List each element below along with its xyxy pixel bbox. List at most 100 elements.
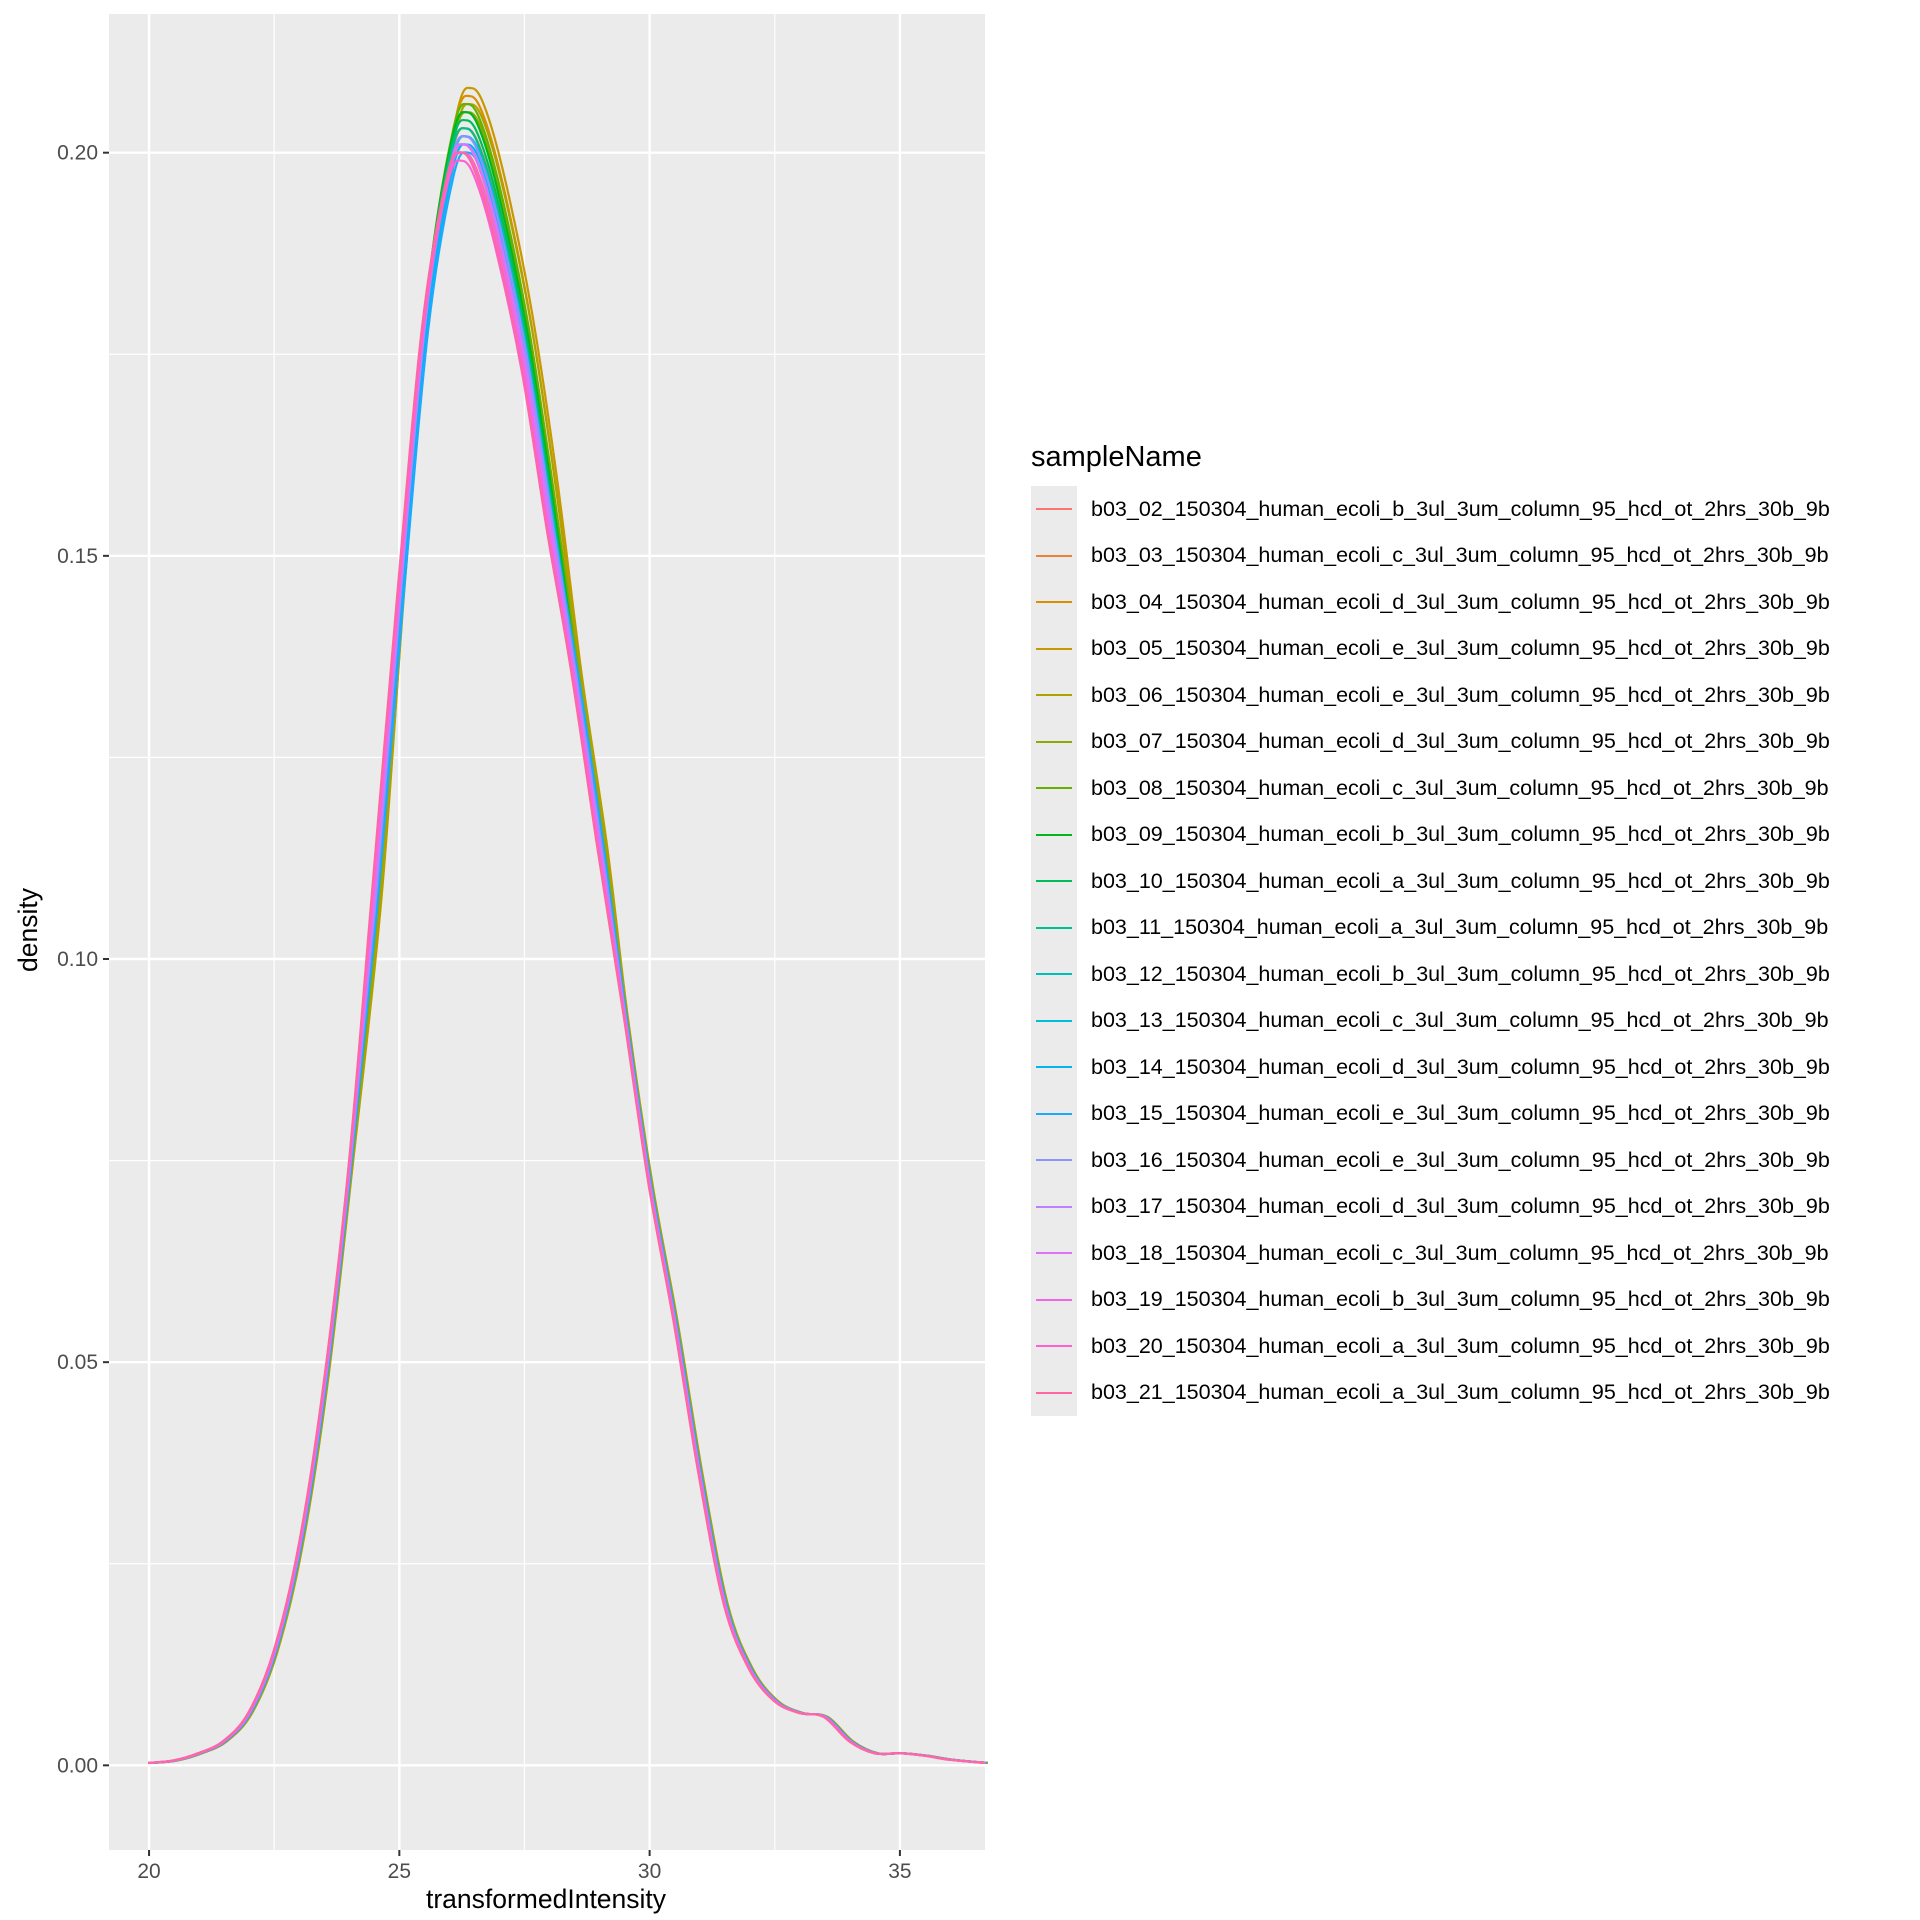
- legend-item: b03_05_150304_human_ecoli_e_3ul_3um_colu…: [1031, 625, 1904, 672]
- legend-key: [1031, 997, 1077, 1044]
- legend-item: b03_12_150304_human_ecoli_b_3ul_3um_colu…: [1031, 951, 1904, 998]
- legend-label: b03_09_150304_human_ecoli_b_3ul_3um_colu…: [1091, 822, 1830, 847]
- legend-key: [1031, 1323, 1077, 1370]
- legend-label: b03_03_150304_human_ecoli_c_3ul_3um_colu…: [1091, 543, 1829, 568]
- legend-label: b03_12_150304_human_ecoli_b_3ul_3um_colu…: [1091, 961, 1830, 986]
- legend-swatch: [1036, 694, 1072, 696]
- legend-label: b03_15_150304_human_ecoli_e_3ul_3um_colu…: [1091, 1101, 1830, 1126]
- legend-swatch: [1036, 1066, 1072, 1068]
- y-tick-label: 0.20: [57, 142, 98, 165]
- legend-swatch: [1036, 1345, 1072, 1347]
- legend-item: b03_02_150304_human_ecoli_b_3ul_3um_colu…: [1031, 486, 1904, 533]
- legend-item: b03_21_150304_human_ecoli_a_3ul_3um_colu…: [1031, 1369, 1904, 1416]
- legend-item: b03_03_150304_human_ecoli_c_3ul_3um_colu…: [1031, 532, 1904, 579]
- legend-swatch: [1036, 647, 1072, 650]
- x-tick-label: 25: [388, 1860, 411, 1883]
- legend-key: [1031, 1369, 1077, 1416]
- legend-label: b03_16_150304_human_ecoli_e_3ul_3um_colu…: [1091, 1147, 1830, 1172]
- legend-key: [1031, 625, 1077, 672]
- legend-swatch: [1036, 1019, 1072, 1022]
- legend-key: [1031, 858, 1077, 905]
- legend-swatch: [1036, 973, 1072, 975]
- legend-label: b03_13_150304_human_ecoli_c_3ul_3um_colu…: [1091, 1008, 1829, 1033]
- legend-swatch: [1036, 508, 1072, 510]
- legend-swatch: [1036, 926, 1072, 929]
- x-axis-ticks: 20 25 30 35: [137, 1850, 912, 1883]
- legend-item: b03_14_150304_human_ecoli_d_3ul_3um_colu…: [1031, 1044, 1904, 1091]
- legend-item: b03_19_150304_human_ecoli_b_3ul_3um_colu…: [1031, 1276, 1904, 1323]
- legend-swatch: [1036, 740, 1072, 743]
- legend-key: [1031, 579, 1077, 626]
- legend-item: b03_04_150304_human_ecoli_d_3ul_3um_colu…: [1031, 579, 1904, 626]
- x-tick-label: 35: [888, 1860, 911, 1883]
- legend-swatch: [1036, 1298, 1072, 1301]
- legend-key: [1031, 1090, 1077, 1137]
- legend-label: b03_08_150304_human_ecoli_c_3ul_3um_colu…: [1091, 775, 1829, 800]
- y-tick-label: 0.15: [57, 545, 98, 568]
- legend-label: b03_18_150304_human_ecoli_c_3ul_3um_colu…: [1091, 1240, 1829, 1265]
- legend-item: b03_11_150304_human_ecoli_a_3ul_3um_colu…: [1031, 904, 1904, 951]
- legend-label: b03_10_150304_human_ecoli_a_3ul_3um_colu…: [1091, 868, 1830, 893]
- legend-key: [1031, 1230, 1077, 1277]
- legend-key: [1031, 1183, 1077, 1230]
- legend-swatch: [1036, 787, 1072, 789]
- legend-key: [1031, 1044, 1077, 1091]
- legend-label: b03_05_150304_human_ecoli_e_3ul_3um_colu…: [1091, 636, 1830, 661]
- legend-label: b03_17_150304_human_ecoli_d_3ul_3um_colu…: [1091, 1194, 1830, 1219]
- legend-swatch: [1036, 833, 1072, 836]
- y-tick-label: 0.00: [57, 1754, 98, 1777]
- legend-key: [1031, 904, 1077, 951]
- legend-swatch: [1036, 1159, 1072, 1161]
- legend-label: b03_20_150304_human_ecoli_a_3ul_3um_colu…: [1091, 1333, 1830, 1358]
- legend-swatch: [1036, 1112, 1072, 1115]
- plot-panel: [109, 14, 985, 1850]
- legend-swatch: [1036, 1205, 1072, 1208]
- legend-item: b03_06_150304_human_ecoli_e_3ul_3um_colu…: [1031, 672, 1904, 719]
- legend-key: [1031, 718, 1077, 765]
- legend-label: b03_04_150304_human_ecoli_d_3ul_3um_colu…: [1091, 589, 1830, 614]
- legend-key: [1031, 1276, 1077, 1323]
- x-axis-title: transformedIntensity: [426, 1884, 667, 1914]
- y-axis-title: density: [13, 887, 43, 972]
- y-axis-ticks: 0.00 0.05 0.10 0.15 0.20: [57, 142, 109, 1777]
- legend-swatch: [1036, 601, 1072, 603]
- legend-key: [1031, 486, 1077, 533]
- legend-title: sampleName: [1031, 441, 1202, 473]
- x-tick-label: 30: [638, 1860, 661, 1883]
- legend-item: b03_08_150304_human_ecoli_c_3ul_3um_colu…: [1031, 765, 1904, 812]
- legend-item: b03_07_150304_human_ecoli_d_3ul_3um_colu…: [1031, 718, 1904, 765]
- x-tick-label: 20: [137, 1860, 160, 1883]
- legend-key: [1031, 672, 1077, 719]
- legend-label: b03_21_150304_human_ecoli_a_3ul_3um_colu…: [1091, 1380, 1830, 1405]
- y-tick-label: 0.05: [57, 1351, 98, 1374]
- legend-item: b03_20_150304_human_ecoli_a_3ul_3um_colu…: [1031, 1323, 1904, 1370]
- legend-label: b03_02_150304_human_ecoli_b_3ul_3um_colu…: [1091, 496, 1830, 521]
- major-gridlines: [109, 14, 985, 1850]
- legend-swatch: [1036, 554, 1072, 557]
- density-line-20: [147, 151, 985, 1764]
- legend-item: b03_16_150304_human_ecoli_e_3ul_3um_colu…: [1031, 1137, 1904, 1184]
- legend-swatch: [1036, 880, 1072, 882]
- legend-key: [1031, 811, 1077, 858]
- density-lines: [147, 86, 989, 1764]
- legend-key: [1031, 532, 1077, 579]
- legend-key: [1031, 951, 1077, 998]
- legend-label: b03_19_150304_human_ecoli_b_3ul_3um_colu…: [1091, 1287, 1830, 1312]
- legend-item: b03_13_150304_human_ecoli_c_3ul_3um_colu…: [1031, 997, 1904, 1044]
- legend-key: [1031, 1137, 1077, 1184]
- legend-key: [1031, 765, 1077, 812]
- legend-item: b03_17_150304_human_ecoli_d_3ul_3um_colu…: [1031, 1183, 1904, 1230]
- legend-label: b03_11_150304_human_ecoli_a_3ul_3um_colu…: [1091, 915, 1829, 940]
- y-tick-label: 0.10: [57, 948, 98, 971]
- legend-swatch: [1036, 1252, 1072, 1254]
- legend-label: b03_06_150304_human_ecoli_e_3ul_3um_colu…: [1091, 682, 1830, 707]
- legend: b03_02_150304_human_ecoli_b_3ul_3um_colu…: [1031, 486, 1904, 1416]
- legend-swatch: [1036, 1391, 1072, 1394]
- legend-label: b03_07_150304_human_ecoli_d_3ul_3um_colu…: [1091, 729, 1830, 754]
- legend-label: b03_14_150304_human_ecoli_d_3ul_3um_colu…: [1091, 1054, 1830, 1079]
- legend-item: b03_09_150304_human_ecoli_b_3ul_3um_colu…: [1031, 811, 1904, 858]
- legend-item: b03_15_150304_human_ecoli_e_3ul_3um_colu…: [1031, 1090, 1904, 1137]
- legend-item: b03_18_150304_human_ecoli_c_3ul_3um_colu…: [1031, 1230, 1904, 1277]
- legend-item: b03_10_150304_human_ecoli_a_3ul_3um_colu…: [1031, 858, 1904, 905]
